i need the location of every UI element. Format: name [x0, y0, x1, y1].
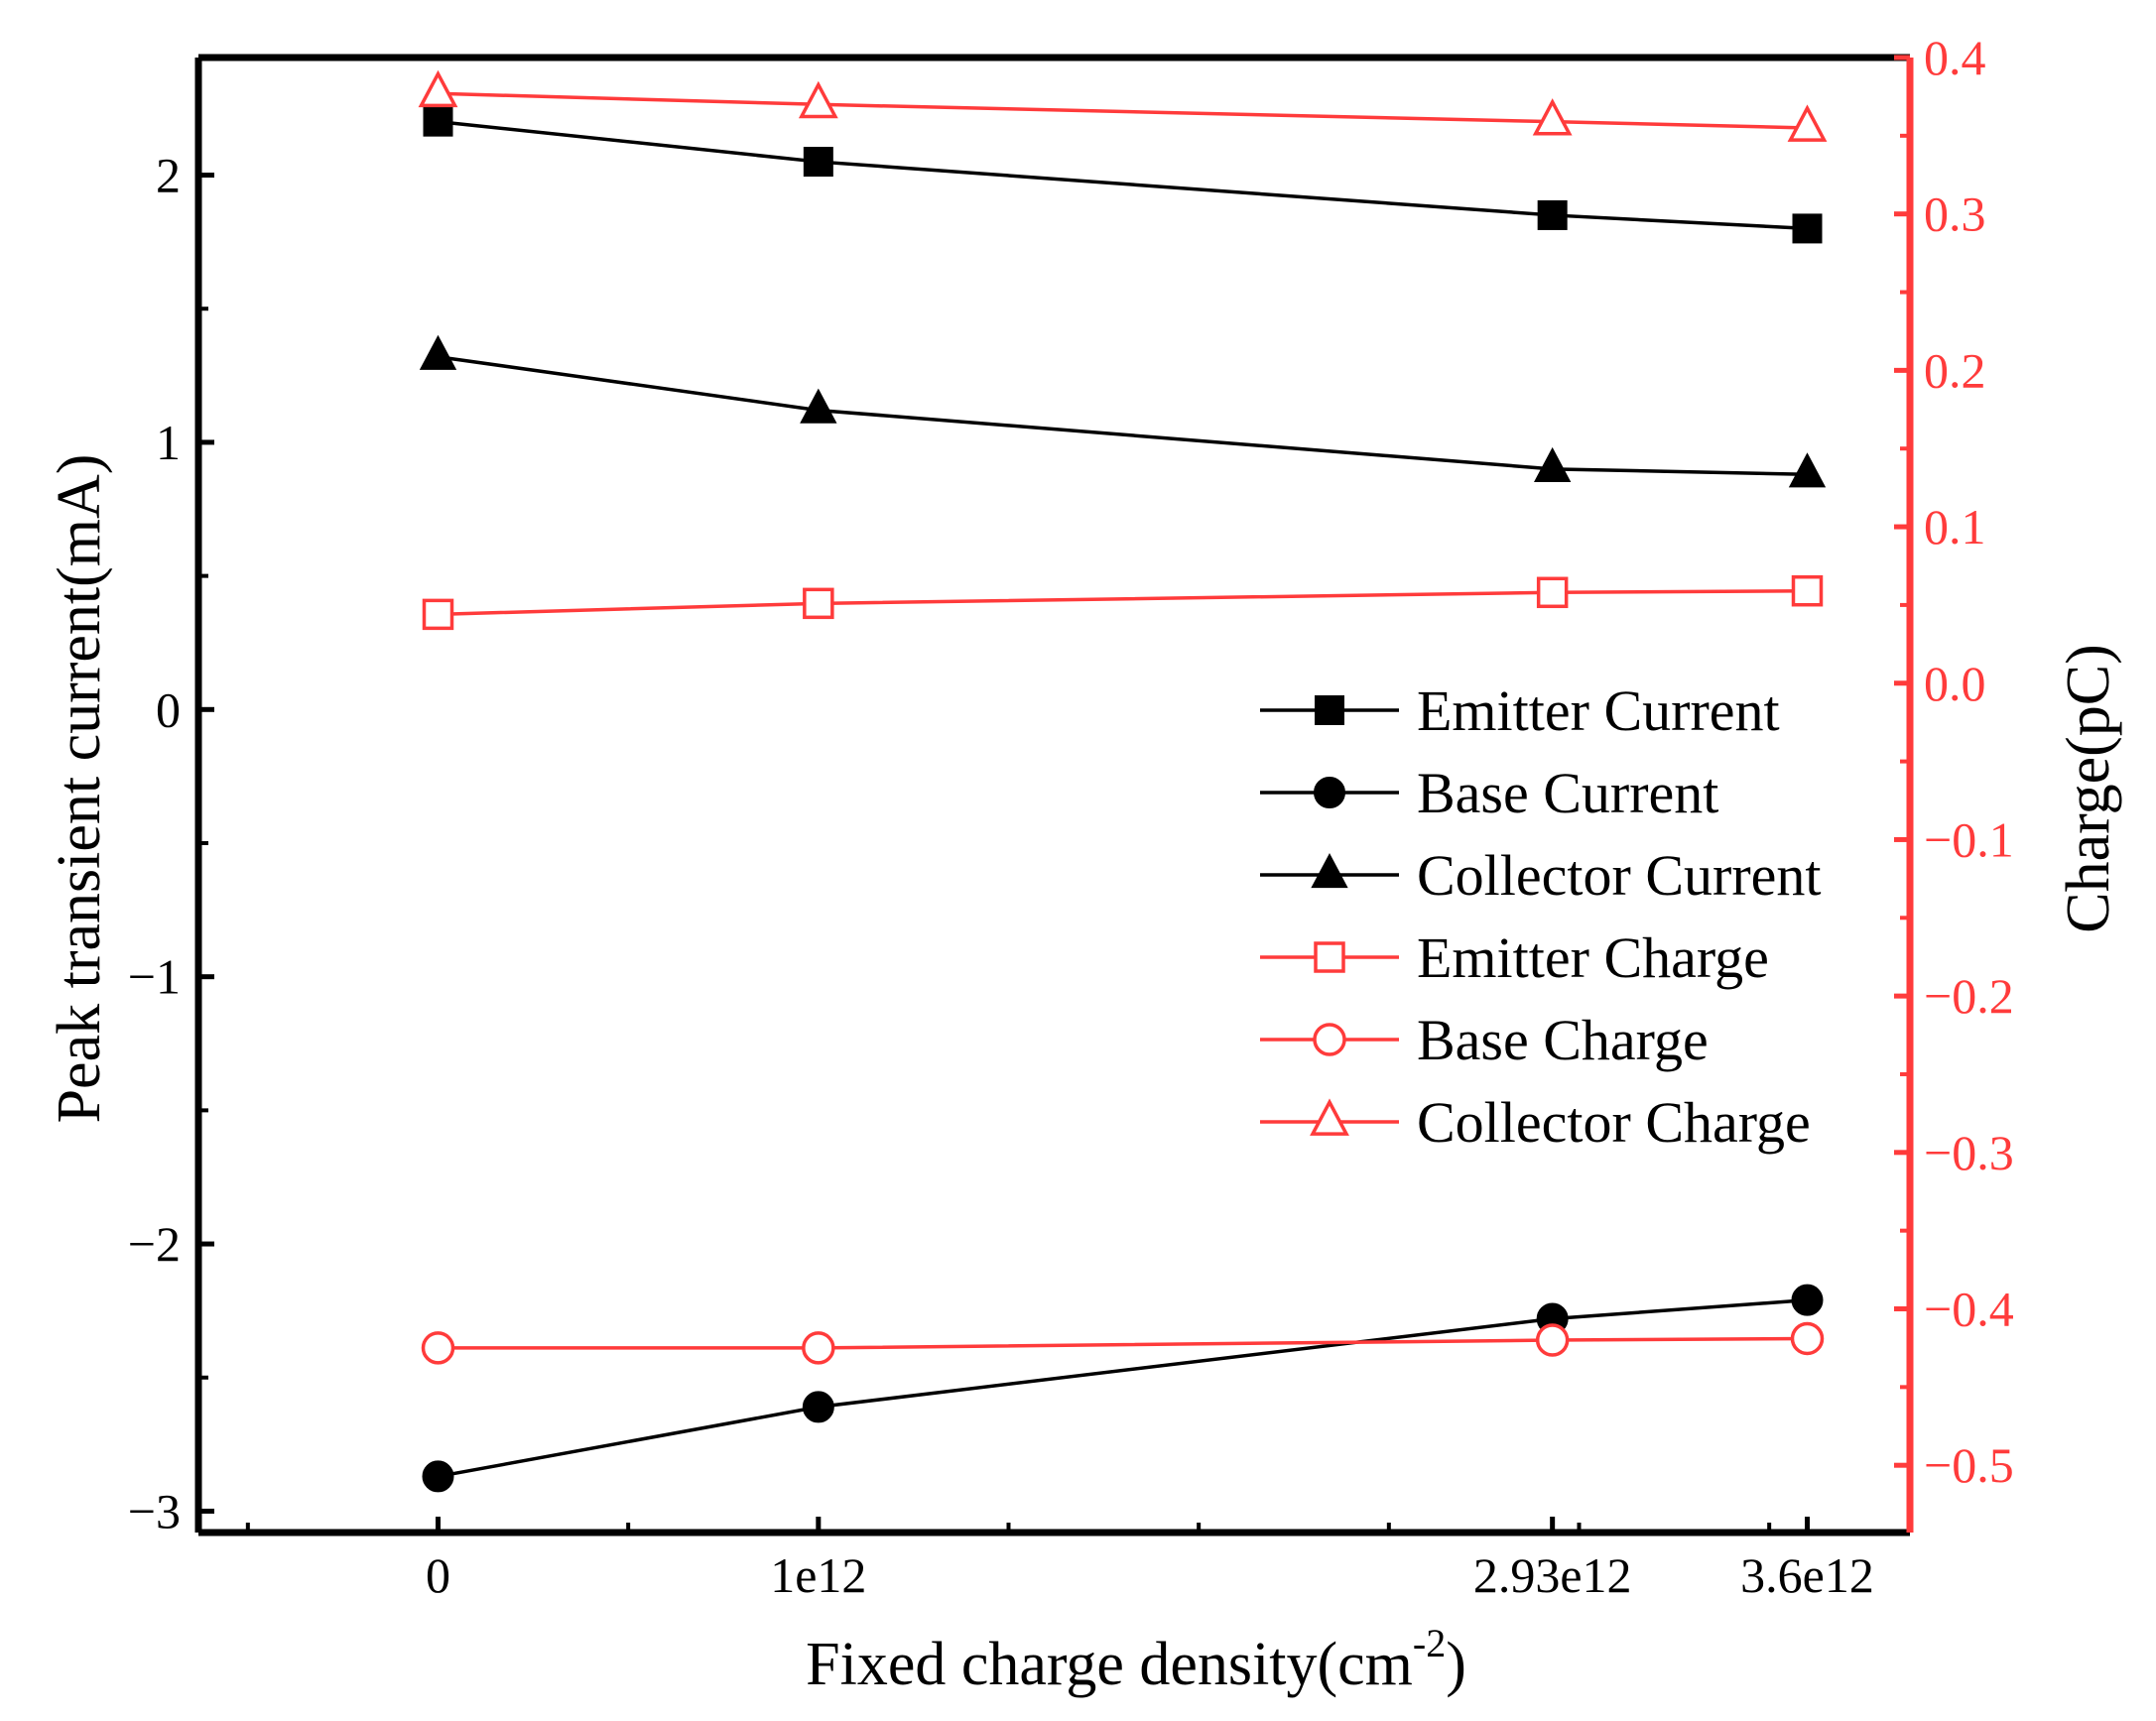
- x-axis-title-suffix: ): [1446, 1631, 1466, 1698]
- emitter-charge-point: [1791, 574, 1824, 607]
- x-axis-title-base: Fixed charge density(cm: [806, 1631, 1413, 1698]
- x-axis-title: Fixed charge density(cm-2): [806, 1621, 1466, 1698]
- legend-base-current-label: Base Current: [1417, 761, 1718, 825]
- collector-charge-line: [438, 91, 1808, 130]
- base-charge-point: [1790, 1321, 1825, 1356]
- x-tick-label: 2.93e12: [1473, 1547, 1632, 1603]
- collector-charge-point: [798, 80, 838, 119]
- emitter-charge-point: [803, 587, 834, 620]
- legend-emitter-charge-label: Emitter Charge: [1417, 925, 1769, 990]
- emitter-current-point: [803, 147, 833, 178]
- y-left-tick-label: 1: [156, 415, 181, 470]
- axes-layer: 2 1 0 −1 −2 −3 0.4 0.3 0.2 0.1 0.0 −0.1 −0.2 −0.3 −0.4…: [128, 30, 2014, 1603]
- x-tick-label: 1e12: [770, 1547, 866, 1603]
- legend-base-current-marker: [1314, 777, 1345, 808]
- emitter-charge-point: [1536, 576, 1569, 609]
- legend-collector-charge-label: Collector Charge: [1417, 1090, 1811, 1155]
- y-right-tick-label: 0.2: [1924, 342, 1986, 398]
- legend-collector-current-label: Collector Current: [1417, 843, 1822, 908]
- legend-base-charge-marker: [1313, 1023, 1346, 1056]
- legend-emitter-current-label: Emitter Current: [1417, 678, 1780, 743]
- y-right-tick-label: −0.2: [1924, 968, 2014, 1024]
- emitter-current-point: [1537, 199, 1568, 230]
- collector-current-point: [1788, 452, 1827, 488]
- legend-emitter-current-marker: [1315, 695, 1344, 725]
- y-left-tick-label: −2: [128, 1216, 181, 1272]
- base-current-point: [422, 1460, 454, 1493]
- collector-current-line: [438, 354, 1808, 476]
- emitter-current-point: [423, 106, 453, 137]
- collector-current-point: [419, 334, 457, 370]
- base-current-point: [1791, 1284, 1824, 1316]
- legend-base-charge-label: Base Charge: [1417, 1008, 1709, 1072]
- x-axis-title-superscript: -2: [1413, 1621, 1446, 1665]
- y-right-tick-label: 0.4: [1924, 30, 1986, 85]
- x-tick-label: 3.6e12: [1740, 1547, 1874, 1603]
- emitter-current-point: [1792, 213, 1823, 244]
- y-left-tick-label: 0: [156, 681, 181, 737]
- emitter-charge-point: [422, 598, 454, 631]
- y-right-tick-label: 0.0: [1924, 656, 1986, 711]
- base-charge-point: [802, 1331, 835, 1365]
- legend-collector-current-marker: [1311, 853, 1348, 889]
- y-right-tick-label: −0.5: [1924, 1437, 2014, 1493]
- base-charge-point: [421, 1331, 455, 1365]
- y-right-title: Charge(pC): [2055, 644, 2122, 933]
- collector-charge-point: [418, 69, 458, 108]
- y-right-tick-label: −0.4: [1924, 1282, 2014, 1337]
- legend-collector-charge-marker: [1310, 1098, 1349, 1136]
- collector-charge-point: [1787, 104, 1828, 142]
- collector-current-point: [800, 388, 837, 424]
- base-charge-line: [438, 1336, 1808, 1350]
- emitter-current-line: [438, 119, 1808, 231]
- y-left-title: Peak transient current(mA): [46, 454, 113, 1124]
- y-right-tick-label: −0.1: [1924, 811, 2014, 867]
- y-right-tick-label: 0.3: [1924, 186, 1986, 242]
- base-current-point: [802, 1391, 834, 1423]
- y-left-tick-label: 2: [156, 148, 181, 203]
- y-right-tick-label: −0.3: [1924, 1125, 2014, 1180]
- collector-charge-point: [1532, 98, 1573, 136]
- legend: Emitter Current Base Current Collector Cur…: [1260, 678, 1822, 1155]
- legend-emitter-charge-marker: [1314, 941, 1345, 973]
- x-tick-label: 0: [426, 1547, 450, 1603]
- base-current-line: [438, 1297, 1808, 1479]
- emitter-charge-line: [438, 588, 1808, 617]
- y-left-tick-label: −1: [128, 949, 181, 1005]
- collector-current-point: [1534, 446, 1572, 483]
- y-right-tick-label: 0.1: [1924, 499, 1986, 554]
- base-charge-point: [1535, 1323, 1570, 1357]
- series-layer: [418, 69, 1828, 1493]
- y-left-tick-label: −3: [128, 1483, 181, 1538]
